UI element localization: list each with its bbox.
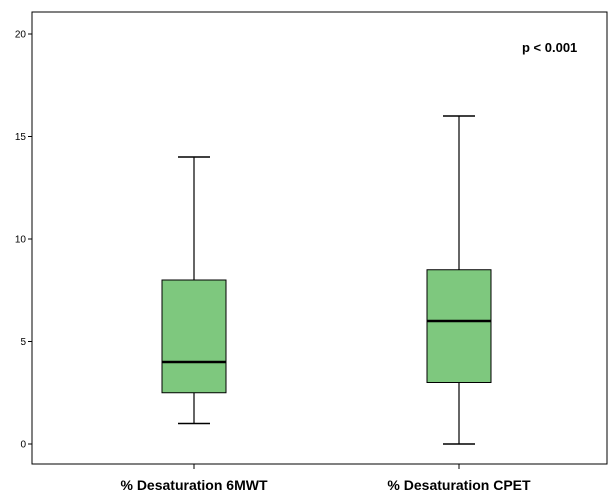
y-tick-label: 20 bbox=[15, 30, 27, 41]
x-category-label: % Desaturation 6MWT bbox=[120, 477, 267, 493]
plot-area-frame bbox=[31, 11, 608, 465]
y-tick-label: 15 bbox=[15, 132, 27, 143]
y-tick-label: 10 bbox=[15, 235, 27, 246]
iqr-box bbox=[426, 269, 492, 383]
y-tick-label: 5 bbox=[20, 337, 26, 348]
x-axis: % Desaturation 6MWT % Desaturation CPET bbox=[120, 464, 531, 493]
x-category-label: % Desaturation CPET bbox=[387, 477, 531, 493]
box-group bbox=[161, 156, 227, 425]
y-tick-label: 0 bbox=[20, 440, 26, 451]
box-group bbox=[426, 115, 492, 445]
y-axis: 0 5 10 15 20 bbox=[15, 30, 32, 451]
p-value-annotation: p < 0.001 bbox=[522, 40, 577, 55]
box-series bbox=[161, 115, 492, 445]
iqr-box bbox=[161, 279, 227, 394]
